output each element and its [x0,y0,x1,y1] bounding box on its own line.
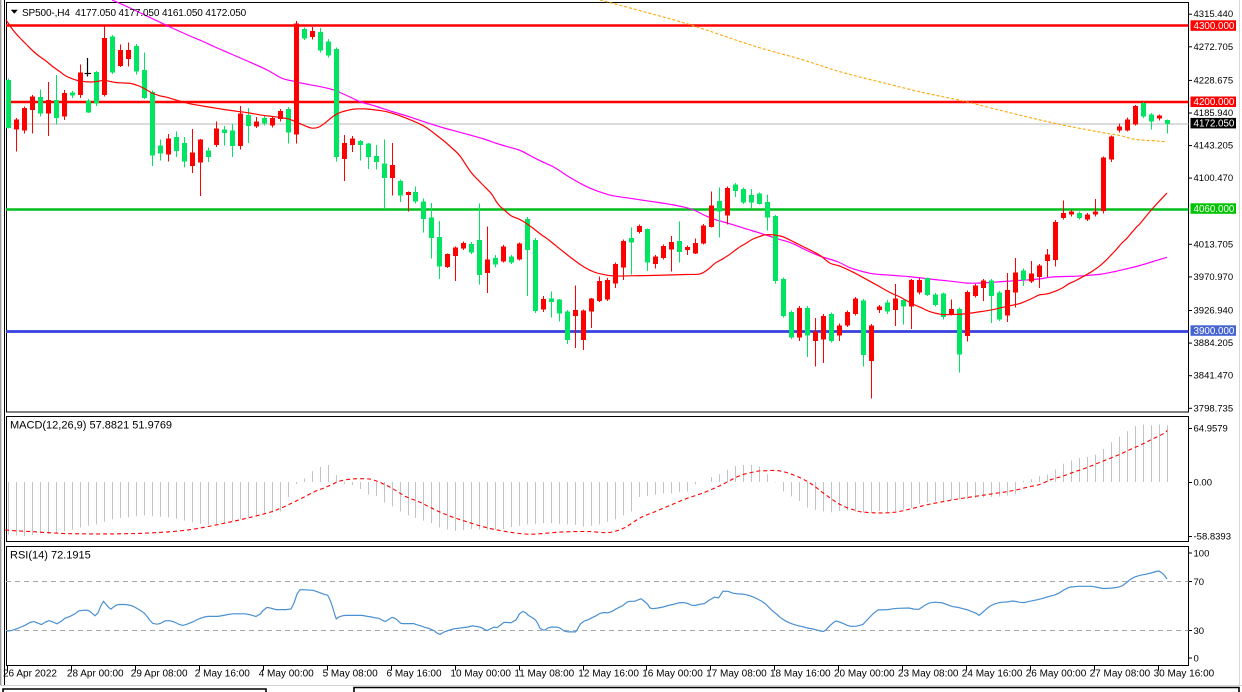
svg-text:11 May 08:00: 11 May 08:00 [514,669,574,680]
svg-text:23 May 08:00: 23 May 08:00 [898,669,959,680]
svg-text:4013.705: 4013.705 [1194,239,1234,250]
svg-text:4 May 00:00: 4 May 00:00 [259,669,314,680]
svg-text:6 May 16:00: 6 May 16:00 [387,669,442,680]
svg-text:26 May 00:00: 26 May 00:00 [1026,669,1087,680]
svg-text:4143.205: 4143.205 [1194,141,1234,152]
svg-text:0: 0 [1194,654,1199,665]
svg-text:24 May 16:00: 24 May 16:00 [962,669,1023,680]
svg-text:3926.940: 3926.940 [1194,306,1234,317]
svg-text:5 May 08:00: 5 May 08:00 [323,669,378,680]
svg-text:0.00: 0.00 [1194,478,1213,489]
svg-text:28 Apr 00:00: 28 Apr 00:00 [67,669,124,680]
svg-text:10 May 00:00: 10 May 00:00 [450,669,511,680]
svg-text:3900.000: 3900.000 [1194,326,1235,337]
svg-text:27 May 08:00: 27 May 08:00 [1090,669,1151,680]
svg-text:18 May 16:00: 18 May 16:00 [770,669,831,680]
svg-text:29 Apr 08:00: 29 Apr 08:00 [131,669,188,680]
svg-text:MACD(12,26,9) 57.8821 51.9769: MACD(12,26,9) 57.8821 51.9769 [10,420,172,432]
svg-text:4300.000: 4300.000 [1194,21,1235,32]
svg-text:12 May 16:00: 12 May 16:00 [578,669,639,680]
svg-text:64.9579: 64.9579 [1194,424,1228,435]
svg-text:4060.000: 4060.000 [1194,204,1235,215]
svg-text:20 May 00:00: 20 May 00:00 [834,669,895,680]
svg-text:4172.050: 4172.050 [1194,119,1235,130]
svg-text:RSI(14) 72.1915: RSI(14) 72.1915 [10,550,91,562]
svg-text:3884.205: 3884.205 [1194,338,1234,349]
svg-text:3970.970: 3970.970 [1194,272,1234,283]
svg-text:100: 100 [1194,549,1210,560]
svg-text:30: 30 [1194,626,1205,637]
svg-text:4100.470: 4100.470 [1194,173,1234,184]
svg-text:30 May 16:00: 30 May 16:00 [1154,669,1215,680]
svg-text:3798.735: 3798.735 [1194,403,1234,414]
svg-text:SP500-,H4 4177.050 4177.050 4: SP500-,H4 4177.050 4177.050 4161.050 417… [22,8,247,19]
svg-text:16 May 00:00: 16 May 00:00 [642,669,703,680]
svg-text:70: 70 [1194,577,1205,588]
svg-text:4228.675: 4228.675 [1194,75,1234,86]
svg-text:4200.000: 4200.000 [1194,97,1235,108]
svg-text:2 May 16:00: 2 May 16:00 [195,669,250,680]
svg-text:4272.705: 4272.705 [1194,42,1234,53]
svg-text:26 Apr 2022: 26 Apr 2022 [3,669,57,680]
svg-text:3841.470: 3841.470 [1194,371,1234,382]
svg-text:-58.8393: -58.8393 [1194,532,1232,543]
svg-text:4185.940: 4185.940 [1194,108,1234,119]
svg-text:17 May 08:00: 17 May 08:00 [706,669,767,680]
svg-text:4315.440: 4315.440 [1194,9,1234,20]
